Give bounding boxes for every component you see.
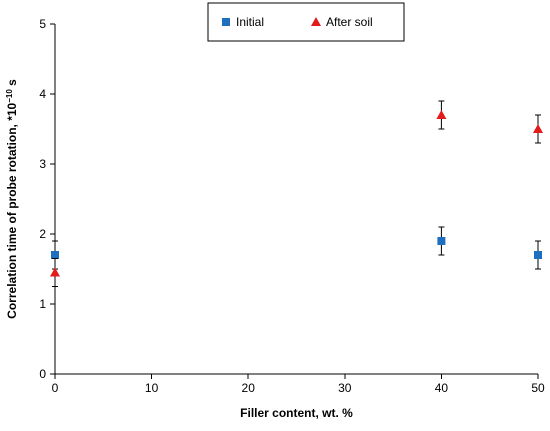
data-point-initial	[51, 251, 59, 259]
x-tick-label: 10	[145, 381, 159, 395]
legend-marker-triangle	[311, 17, 321, 26]
legend-box	[207, 2, 405, 42]
legend-marker-square	[222, 18, 230, 26]
y-axis-title-unit: s	[5, 79, 19, 89]
x-axis-title: Filler content, wt. %	[240, 406, 353, 420]
data-point-initial	[534, 251, 542, 259]
data-points	[50, 100, 543, 287]
y-axis-title-main: Correlation time of probe rotation, *10	[5, 102, 19, 318]
x-tick-label: 0	[52, 381, 59, 395]
y-tick-label: 0	[39, 367, 46, 381]
y-axis-title: Correlation time of probe rotation, *10−…	[5, 79, 20, 319]
data-point-after-soil	[533, 124, 543, 133]
legend-label: After soil	[326, 15, 373, 29]
data-point-after-soil	[436, 110, 447, 119]
data-point-after-soil	[50, 267, 60, 277]
y-tick-label: 4	[39, 87, 46, 101]
y-tick-label: 5	[39, 17, 46, 31]
data-point-initial	[437, 237, 446, 245]
axes	[54, 24, 538, 375]
legend-label: Initial	[236, 15, 264, 29]
x-tick-label: 40	[435, 381, 449, 395]
y-axis-title-exponent: −10	[5, 89, 14, 103]
y-tick-label: 3	[39, 157, 46, 171]
y-tick-label: 2	[39, 227, 46, 241]
x-tick-label: 20	[242, 381, 256, 395]
legend: Initial After soil	[207, 2, 405, 42]
y-tick-label: 1	[39, 297, 46, 311]
x-tick-label: 50	[531, 381, 545, 395]
ticks: 0 10 20 30 40 50 0 1 2 3 4 5	[39, 17, 545, 395]
x-tick-label: 30	[338, 381, 352, 395]
